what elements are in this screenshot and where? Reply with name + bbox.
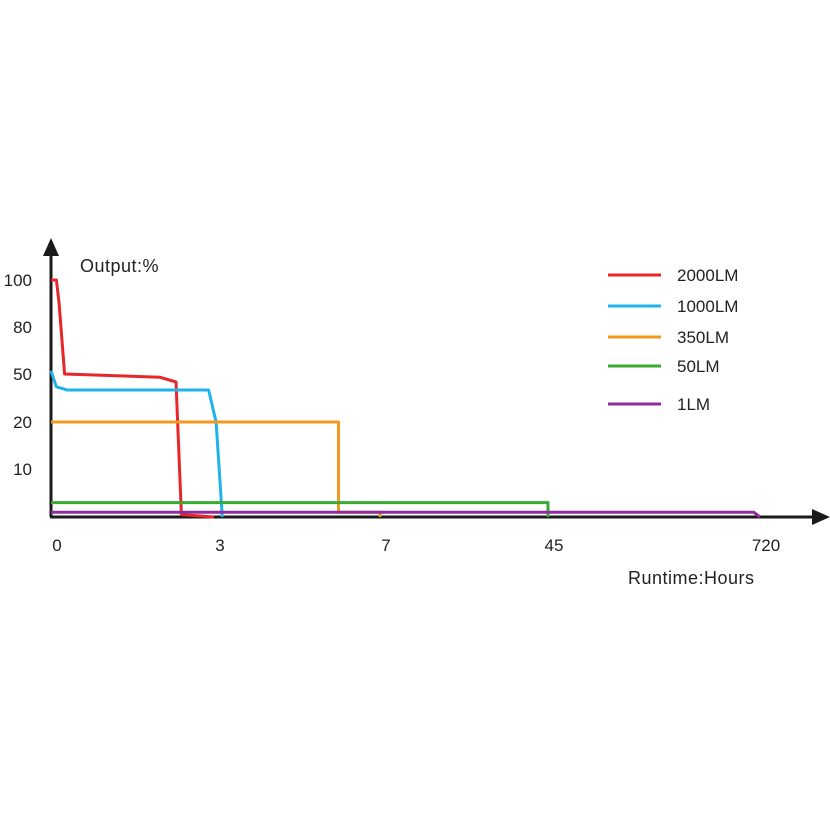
legend-label-50lm: 50LM: [677, 357, 720, 376]
series-lines: [49, 278, 761, 519]
y-tick-label: 50: [13, 365, 32, 384]
x-tick-label: 720: [752, 536, 780, 555]
y-tick-label: 100: [4, 271, 32, 290]
series-line-2000lm: [51, 278, 215, 519]
x-axis-label: Runtime:Hours: [628, 568, 755, 588]
legend-label-2000lm: 2000LM: [677, 266, 738, 285]
y-tick-labels: 100 80 50 20 10: [4, 271, 32, 479]
y-tick-label: 80: [13, 318, 32, 337]
series-line-1000lm: [49, 370, 224, 518]
x-axis-arrow: [812, 509, 830, 525]
legend-label-350lm: 350LM: [677, 328, 729, 347]
series-line-1lm: [51, 510, 761, 519]
legend: 2000LM 1000LM 350LM 50LM 1LM: [608, 266, 738, 414]
axes: [43, 238, 830, 525]
legend-label-1000lm: 1000LM: [677, 297, 738, 316]
x-tick-label: 0: [52, 536, 61, 555]
x-tick-label: 7: [381, 536, 390, 555]
y-tick-label: 10: [13, 460, 32, 479]
series-line-50lm: [51, 501, 550, 517]
x-tick-label: 45: [545, 536, 564, 555]
y-tick-label: 20: [13, 413, 32, 432]
y-axis-label: Output:%: [80, 256, 159, 276]
legend-label-1lm: 1LM: [677, 395, 710, 414]
y-axis-arrow: [43, 238, 59, 256]
x-tick-label: 3: [215, 536, 224, 555]
x-tick-labels: 0 3 7 45 720: [52, 536, 780, 555]
